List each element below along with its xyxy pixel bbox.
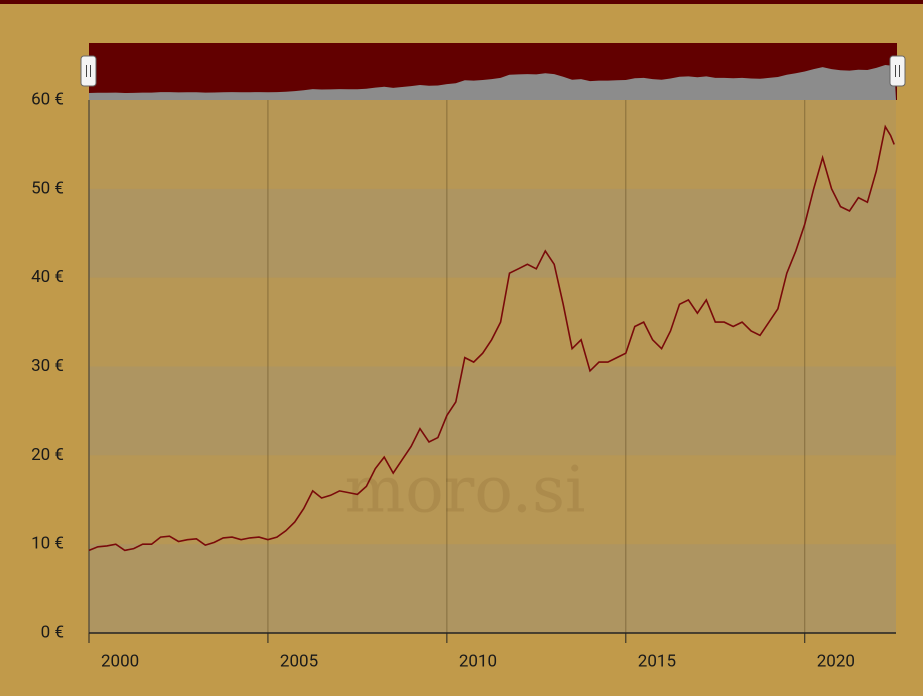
x-tick-label: 2015: [638, 651, 676, 671]
y-tick-label: 30 €: [31, 356, 64, 376]
navigator-area: [89, 65, 896, 100]
grid-band: [89, 544, 896, 633]
navigator-handle: [889, 55, 906, 87]
x-tick-label: 2020: [817, 651, 855, 671]
line: [88, 124, 895, 552]
grid-band: [89, 188, 896, 278]
watermark: moro.si: [345, 454, 586, 528]
top-bar: [0, 0, 923, 4]
x-tick-label: 2000: [101, 651, 139, 671]
x-tick-label: 2005: [280, 651, 318, 671]
grid-band: [89, 100, 896, 189]
y-tick-label: 60 €: [31, 89, 64, 109]
y-tick-label: 10 €: [31, 534, 64, 554]
x-tick-label: 2010: [459, 651, 497, 671]
y-tick-label: 20 €: [31, 445, 64, 465]
grid-band: [89, 455, 896, 545]
y-tick-label: 40 €: [31, 267, 64, 287]
y-tick-label: 0 €: [41, 622, 64, 642]
navigator-handle: [80, 55, 97, 87]
grid-band: [89, 277, 896, 367]
grid-band: [89, 366, 896, 456]
y-tick-label: 50 €: [31, 178, 64, 198]
